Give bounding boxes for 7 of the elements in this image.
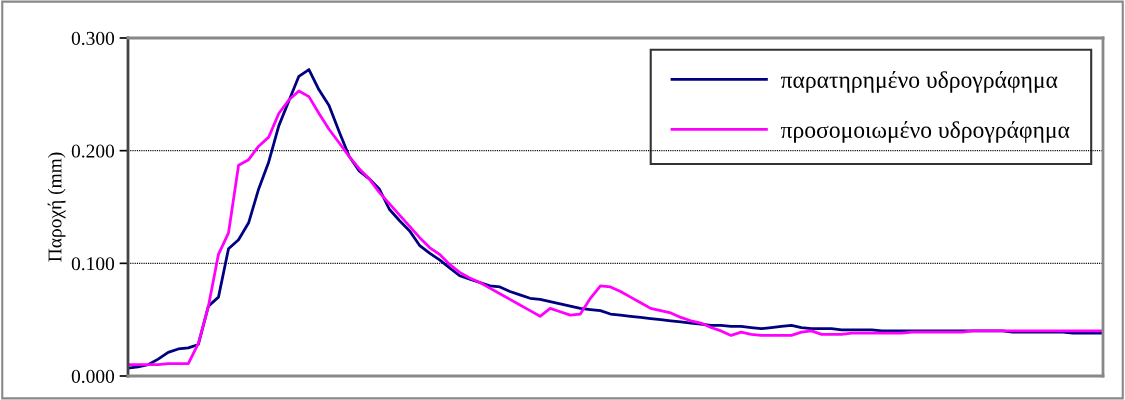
y-tick-label: 0.100 (71, 257, 115, 271)
legend-label: προσομοιωμένο υδρογράφημα (780, 121, 1070, 143)
y-tick-label: 0.300 (71, 31, 115, 46)
y-tick-label: 0.200 (71, 144, 115, 158)
legend-label: παρατηρημένο υδρογράφημα (780, 71, 1058, 93)
y-axis-title: Παροχή (mm) (47, 152, 66, 262)
y-tick-label: 0.000 (71, 369, 115, 384)
